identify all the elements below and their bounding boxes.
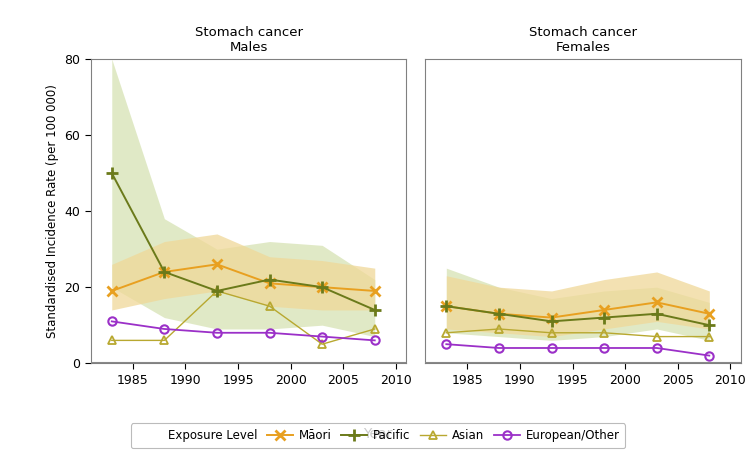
Legend: Exposure Level, Māori, Pacific, Asian, European/Other: Exposure Level, Māori, Pacific, Asian, E… [131, 423, 625, 448]
Y-axis label: Standardised Incidence Rate (per 100 000): Standardised Incidence Rate (per 100 000… [46, 84, 59, 338]
Title: Stomach cancer
Males: Stomach cancer Males [194, 26, 302, 54]
Title: Stomach cancer
Females: Stomach cancer Females [529, 26, 637, 54]
Text: Year: Year [364, 427, 392, 440]
